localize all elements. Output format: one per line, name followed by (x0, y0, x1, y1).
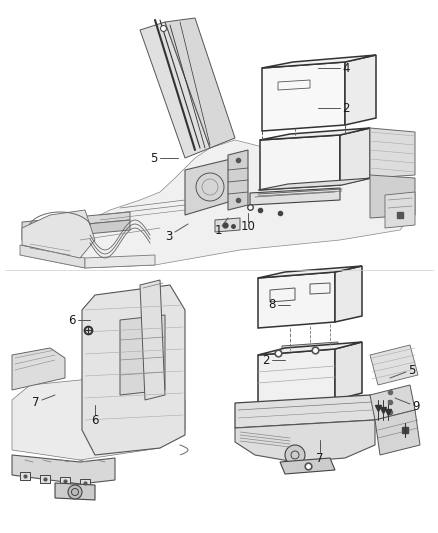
Polygon shape (12, 348, 65, 390)
Polygon shape (55, 483, 95, 500)
Polygon shape (335, 266, 362, 322)
Polygon shape (140, 22, 210, 158)
Polygon shape (12, 378, 185, 460)
Text: 5: 5 (408, 364, 416, 376)
Polygon shape (235, 420, 375, 462)
Polygon shape (165, 18, 235, 148)
Polygon shape (282, 342, 338, 356)
Text: 9: 9 (412, 400, 420, 413)
Polygon shape (20, 472, 30, 480)
Polygon shape (258, 272, 335, 328)
Circle shape (68, 485, 82, 499)
Polygon shape (60, 477, 70, 485)
Polygon shape (370, 385, 415, 420)
Text: 2: 2 (342, 101, 350, 115)
Text: 4: 4 (342, 61, 350, 75)
Polygon shape (258, 266, 362, 278)
Polygon shape (258, 349, 335, 406)
Text: 6: 6 (68, 313, 76, 327)
Polygon shape (262, 55, 376, 68)
Polygon shape (370, 345, 418, 385)
Polygon shape (12, 455, 115, 484)
Polygon shape (370, 175, 415, 218)
Polygon shape (22, 220, 130, 240)
Text: 7: 7 (316, 451, 324, 464)
Polygon shape (215, 218, 240, 232)
Text: 8: 8 (268, 298, 276, 311)
Polygon shape (375, 410, 420, 455)
Polygon shape (385, 192, 415, 228)
Text: 2: 2 (262, 353, 270, 367)
Text: 6: 6 (91, 415, 99, 427)
Polygon shape (335, 342, 362, 400)
Polygon shape (20, 140, 415, 268)
Polygon shape (20, 245, 85, 268)
Polygon shape (345, 55, 376, 125)
Polygon shape (258, 178, 372, 190)
Polygon shape (22, 212, 130, 230)
Polygon shape (40, 475, 50, 483)
Polygon shape (260, 128, 370, 140)
Text: 5: 5 (150, 151, 158, 165)
Polygon shape (185, 158, 235, 215)
Text: 7: 7 (32, 397, 40, 409)
Polygon shape (82, 285, 185, 455)
Polygon shape (140, 280, 165, 400)
Text: 3: 3 (165, 230, 173, 243)
Text: 10: 10 (240, 221, 255, 233)
Polygon shape (228, 150, 248, 210)
Polygon shape (260, 135, 340, 190)
Polygon shape (80, 479, 90, 487)
Polygon shape (262, 62, 345, 131)
Polygon shape (340, 128, 370, 185)
Polygon shape (250, 188, 340, 205)
Polygon shape (120, 315, 165, 395)
Polygon shape (370, 128, 415, 178)
Polygon shape (258, 342, 362, 355)
Circle shape (285, 445, 305, 465)
Polygon shape (85, 255, 155, 268)
Polygon shape (235, 395, 375, 428)
Polygon shape (22, 210, 95, 258)
Text: 1: 1 (214, 223, 222, 237)
Polygon shape (280, 458, 335, 474)
